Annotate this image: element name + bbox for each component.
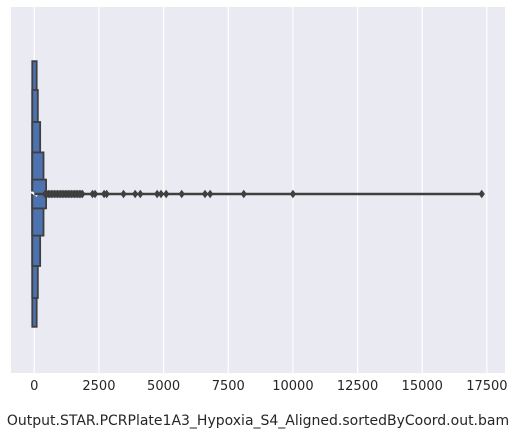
plot-background — [11, 7, 505, 373]
outlier-point — [157, 189, 165, 199]
outlier-point — [478, 189, 485, 199]
x-tick-labels: 0 2500 5000 7500 10000 12500 15000 17500 — [30, 379, 507, 394]
outlier-point — [91, 189, 99, 199]
outlier-point — [131, 189, 139, 199]
outlier-point — [240, 189, 247, 199]
x-axis-label: Output.STAR.PCRPlate1A3_Hypoxia_S4_Align… — [7, 413, 509, 429]
outlier-point — [207, 189, 214, 199]
outlier-point — [120, 189, 127, 199]
x-tick-label-17500: 17500 — [466, 379, 507, 394]
x-tick-label-10000: 10000 — [272, 379, 313, 394]
x-tick-label-7500: 7500 — [212, 379, 245, 394]
x-tick-label-15000: 15000 — [402, 379, 443, 394]
outlier-point — [79, 189, 86, 199]
outlier-point — [201, 189, 209, 199]
x-tick-label-0: 0 — [30, 379, 38, 394]
outlier-point — [137, 189, 144, 199]
x-tick-label-5000: 5000 — [147, 379, 180, 394]
outlier-points — [41, 189, 485, 199]
outlier-point — [289, 189, 297, 199]
x-tick-label-12500: 12500 — [337, 379, 378, 394]
x-tick-label-2500: 2500 — [82, 379, 115, 394]
outlier-point — [178, 189, 185, 199]
outlier-point — [153, 189, 161, 199]
outlier-point — [103, 189, 110, 199]
outlier-point — [163, 189, 170, 199]
